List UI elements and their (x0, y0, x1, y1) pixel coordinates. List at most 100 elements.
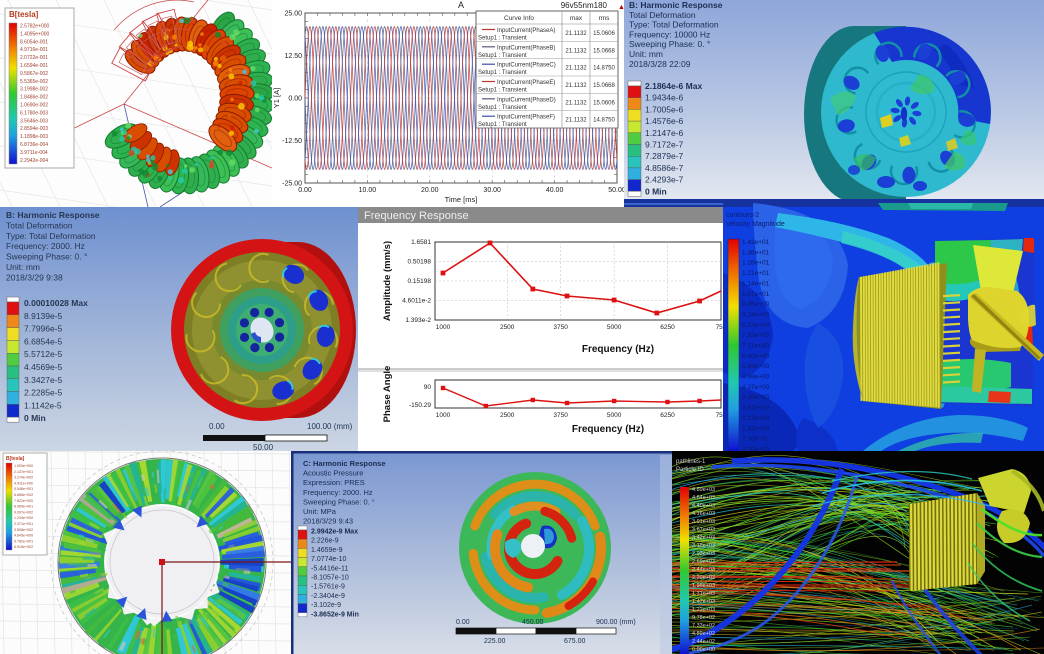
svg-text:Expression: PRES: Expression: PRES (303, 478, 365, 487)
svg-text:1.234e+000: 1.234e+000 (14, 516, 33, 520)
svg-text:450.00: 450.00 (522, 619, 544, 626)
svg-text:1.000e+000: 1.000e+000 (14, 464, 33, 468)
svg-text:1.9434e-6: 1.9434e-6 (645, 93, 684, 103)
svg-text:2.137e+001: 2.137e+001 (14, 470, 33, 474)
svg-text:0.00: 0.00 (456, 619, 470, 626)
svg-text:50.00: 50.00 (608, 187, 624, 194)
svg-text:1.36e+01: 1.36e+01 (742, 249, 770, 256)
svg-text:2.9942e-9 Max: 2.9942e-9 Max (311, 529, 358, 536)
svg-text:14.8750: 14.8750 (593, 118, 615, 124)
svg-text:2.84e+00: 2.84e+00 (742, 405, 770, 412)
svg-text:Sweeping Phase: 0. °: Sweeping Phase: 0. ° (629, 39, 710, 49)
svg-text:3.67e+03: 3.67e+03 (692, 527, 715, 533)
svg-text:Particle ID: Particle ID (676, 467, 704, 473)
svg-text:1.47e+03: 1.47e+03 (692, 599, 715, 605)
svg-text:1.6594e-001: 1.6594e-001 (20, 63, 48, 69)
svg-text:0.50198: 0.50198 (408, 259, 432, 266)
svg-text:4.4569e-5: 4.4569e-5 (24, 362, 63, 372)
svg-text:-25.00: -25.00 (282, 181, 302, 188)
svg-text:Sweeping Phase: 0. °: Sweeping Phase: 0. ° (303, 497, 375, 506)
svg-text:1.42e+00: 1.42e+00 (742, 425, 770, 432)
svg-text:B: Harmonic Response: B: Harmonic Response (629, 0, 723, 10)
svg-text:50.00: 50.00 (253, 443, 274, 451)
svg-text:225.00: 225.00 (484, 638, 506, 645)
svg-text:10.00: 10.00 (359, 187, 377, 194)
svg-text:1.393e-2: 1.393e-2 (405, 317, 431, 324)
svg-text:3.274e+002: 3.274e+002 (14, 476, 33, 480)
svg-text:2.226e-9: 2.226e-9 (311, 538, 339, 545)
svg-text:-150.29: -150.29 (409, 402, 431, 409)
svg-text:Acoustic Pressure: Acoustic Pressure (303, 469, 363, 478)
svg-text:15.0668: 15.0668 (593, 83, 615, 89)
svg-text:4.40e+03: 4.40e+03 (692, 503, 715, 509)
svg-text:1.0690e-002: 1.0690e-002 (20, 103, 48, 109)
svg-text:Setup1 : Transient: Setup1 : Transient (478, 122, 527, 128)
svg-text:A: A (458, 0, 464, 10)
svg-text:1.42e+01: 1.42e+01 (742, 239, 770, 246)
svg-text:0.00e+00: 0.00e+00 (742, 446, 770, 451)
svg-text:Unit: MPa: Unit: MPa (303, 507, 337, 516)
svg-text:2.1864e-6 Max: 2.1864e-6 Max (645, 81, 702, 91)
svg-text:Time [ms]: Time [ms] (445, 195, 478, 204)
svg-text:4.6011e-2: 4.6011e-2 (402, 298, 431, 305)
svg-text:InputCurrent(PhaseF): InputCurrent(PhaseF) (497, 115, 555, 121)
svg-text:4.89e+03: 4.89e+03 (692, 487, 715, 493)
svg-text:1.4576e-6: 1.4576e-6 (645, 116, 684, 126)
svg-text:7.2879e-7: 7.2879e-7 (645, 151, 684, 161)
svg-text:7.82e+00: 7.82e+00 (742, 332, 770, 339)
svg-text:7.7996e-5: 7.7996e-5 (24, 324, 63, 334)
svg-text:750: 750 (716, 324, 723, 331)
svg-text:2018/3/28 22:09: 2018/3/28 22:09 (629, 59, 691, 69)
svg-text:8.9139e-5: 8.9139e-5 (24, 311, 63, 321)
svg-text:675.00: 675.00 (564, 638, 586, 645)
svg-text:6.919e+002: 6.919e+002 (14, 545, 33, 549)
svg-text:0.15198: 0.15198 (408, 278, 432, 285)
svg-text:4.64e+03: 4.64e+03 (692, 495, 715, 501)
svg-text:0.00e+00: 0.00e+00 (692, 647, 715, 653)
svg-text:Frequency Response: Frequency Response (364, 210, 469, 222)
svg-text:1.4659e-9: 1.4659e-9 (311, 547, 343, 554)
svg-text:B[tesla]: B[tesla] (9, 10, 39, 19)
svg-text:1.28e+01: 1.28e+01 (742, 260, 770, 267)
svg-text:0.00: 0.00 (209, 422, 225, 431)
svg-text:6.685e+002: 6.685e+002 (14, 493, 33, 497)
svg-text:9.5867e-002: 9.5867e-002 (20, 71, 48, 77)
svg-text:5000: 5000 (607, 412, 622, 419)
svg-text:750: 750 (716, 412, 723, 419)
svg-text:Setup1 : Transient: Setup1 : Transient (478, 70, 527, 76)
svg-text:Type: Total Deformation: Type: Total Deformation (629, 20, 719, 30)
svg-text:14.8750: 14.8750 (593, 66, 615, 72)
svg-text:5.548e+001: 5.548e+001 (14, 487, 33, 491)
svg-text:0 Min: 0 Min (645, 186, 667, 196)
svg-text:Sweeping Phase: 0. °: Sweeping Phase: 0. ° (6, 252, 87, 262)
svg-text:3.56e+00: 3.56e+00 (742, 394, 770, 401)
svg-text:3.18e+03: 3.18e+03 (692, 543, 715, 549)
svg-text:1.4095e+000: 1.4095e+000 (20, 31, 50, 37)
svg-text:-8.1057e-10: -8.1057e-10 (311, 575, 349, 582)
svg-text:3.5646e-003: 3.5646e-003 (20, 118, 48, 124)
svg-text:-3.102e-9: -3.102e-9 (311, 602, 341, 609)
svg-text:21.1132: 21.1132 (565, 48, 587, 54)
svg-text:5000: 5000 (607, 324, 622, 331)
svg-text:90: 90 (424, 384, 432, 391)
svg-text:9.78e+02: 9.78e+02 (692, 615, 715, 621)
svg-text:Unit: mm: Unit: mm (6, 262, 40, 272)
svg-text:Frequency (Hz): Frequency (Hz) (572, 424, 644, 435)
svg-text:-3.8652e-9 Min: -3.8652e-9 Min (311, 611, 359, 618)
svg-text:2.5782e+000: 2.5782e+000 (20, 24, 50, 30)
svg-text:Unit: mm: Unit: mm (629, 49, 663, 59)
svg-text:2.4293e-7: 2.4293e-7 (645, 175, 684, 185)
svg-text:4.27e+00: 4.27e+00 (742, 384, 770, 391)
svg-text:Frequency: 10000 Hz: Frequency: 10000 Hz (629, 29, 710, 39)
svg-text:1.21e+01: 1.21e+01 (742, 270, 770, 277)
svg-text:1.2147e-6: 1.2147e-6 (645, 128, 684, 138)
svg-text:5.69e+00: 5.69e+00 (742, 363, 770, 370)
svg-text:3.508e+002: 3.508e+002 (14, 528, 33, 532)
svg-text:12.50: 12.50 (284, 53, 302, 60)
svg-text:7.0774e-10: 7.0774e-10 (311, 556, 347, 563)
svg-text:6.6854e-5: 6.6854e-5 (24, 336, 63, 346)
svg-text:21.1132: 21.1132 (565, 31, 587, 37)
svg-text:0.00010028 Max: 0.00010028 Max (24, 298, 88, 308)
svg-text:900.00 (mm): 900.00 (mm) (596, 619, 636, 626)
svg-text:8.53e+00: 8.53e+00 (742, 322, 770, 329)
